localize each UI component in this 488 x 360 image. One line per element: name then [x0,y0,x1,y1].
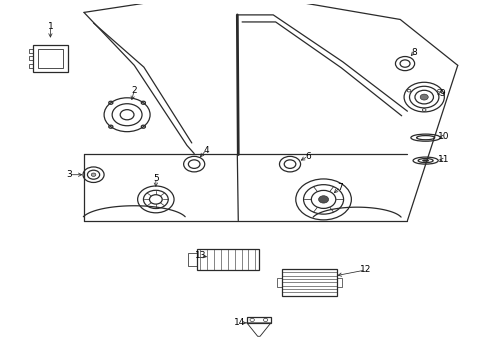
Text: 5: 5 [153,174,159,183]
Text: 11: 11 [437,156,448,165]
Text: 8: 8 [410,48,416,57]
Text: 7: 7 [337,183,343,192]
Text: 2: 2 [131,86,137,95]
Ellipse shape [422,159,428,162]
Text: 14: 14 [234,318,245,327]
Text: 9: 9 [438,89,444,98]
Circle shape [419,94,427,100]
Text: 1: 1 [47,22,53,31]
Circle shape [91,173,96,176]
Text: 10: 10 [437,132,448,141]
Text: 12: 12 [359,265,371,274]
Text: 6: 6 [305,152,310,161]
Text: 3: 3 [66,170,72,179]
Text: 4: 4 [203,145,208,154]
Text: 13: 13 [194,251,206,260]
Circle shape [318,196,328,203]
